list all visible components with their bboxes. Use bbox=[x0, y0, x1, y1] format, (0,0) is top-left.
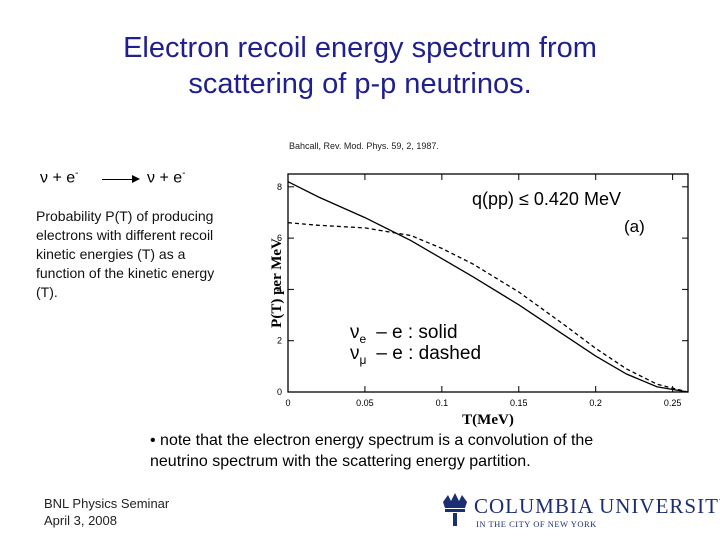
footer-event: BNL Physics Seminar bbox=[44, 496, 170, 511]
columbia-logo: COLUMBIA UNIVERSITY IN THE CITY OF NEW Y… bbox=[440, 490, 720, 530]
crown-icon bbox=[443, 493, 467, 526]
x-axis-label: T(MeV) bbox=[462, 412, 514, 428]
reaction-arrow-icon bbox=[102, 175, 140, 183]
x-tick-label: 0.1 bbox=[436, 398, 449, 408]
reaction-final-label: ν + e bbox=[147, 169, 183, 187]
y-tick-label: 2 bbox=[277, 336, 282, 346]
logo-name: COLUMBIA UNIVERSITY bbox=[474, 494, 720, 518]
y-tick-label: 4 bbox=[277, 284, 282, 294]
footer-date: April 3, 2008 bbox=[44, 513, 117, 528]
citation: Bahcall, Rev. Mod. Phys. 59, 2, 1987. bbox=[289, 141, 439, 151]
description-text: Probability P(T) of producing electrons … bbox=[36, 208, 215, 300]
spectrum-chart: 0 0.05 0.1 0.15 0.2 0.25 0 2 4 6 8 T(MeV) P(T) per M… bbox=[269, 173, 689, 428]
x-tick-label: 0.2 bbox=[589, 398, 602, 408]
plot-frame bbox=[287, 173, 689, 393]
chart-panel-label: (a) bbox=[624, 217, 645, 236]
footer: BNL Physics Seminar April 3, 2008 bbox=[44, 495, 169, 529]
x-tick-label: 0.25 bbox=[664, 398, 682, 408]
y-tick-label: 8 bbox=[277, 182, 282, 192]
legend-entry: νe – e : solid bbox=[350, 322, 458, 346]
slide-title-line1: Electron recoil energy spectrum from bbox=[123, 32, 597, 64]
solid-series-line bbox=[287, 181, 689, 393]
x-tick-label: 0.15 bbox=[510, 398, 528, 408]
reaction-final-charge: - bbox=[182, 168, 186, 179]
y-tick-label: 0 bbox=[277, 387, 282, 397]
chart-annotation: q(pp) ≤ 0.420 MeV bbox=[472, 189, 621, 209]
reaction-initial-state: ν + e- bbox=[40, 168, 78, 187]
note-text: • note that the electron energy spectrum… bbox=[150, 432, 594, 470]
y-axis-label: P(T) per MeV bbox=[269, 238, 285, 328]
reaction-final-state: ν + e- bbox=[147, 168, 185, 187]
reaction-initial-label: ν + e bbox=[40, 169, 76, 187]
y-tick-label: 6 bbox=[277, 233, 282, 243]
x-tick-label: 0 bbox=[285, 398, 290, 408]
slide-title: Electron recoil energy spectrum from sca… bbox=[40, 30, 680, 102]
reaction-initial-charge: - bbox=[75, 168, 79, 179]
logo-subtitle: IN THE CITY OF NEW YORK bbox=[476, 519, 597, 529]
legend-entry: νμ – e : dashed bbox=[350, 343, 481, 367]
x-tick-label: 0.05 bbox=[356, 398, 374, 408]
slide-title-line2: scattering of p-p neutrinos. bbox=[188, 68, 532, 100]
dashed-series-line bbox=[287, 222, 689, 393]
